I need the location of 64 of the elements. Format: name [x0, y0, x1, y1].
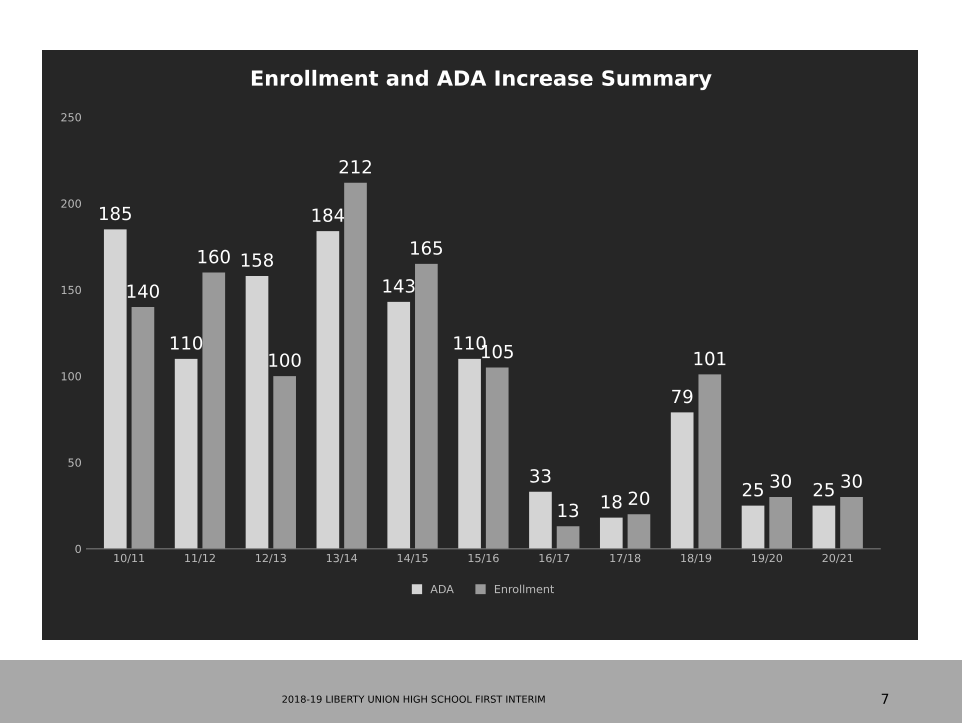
data-label: 20 — [628, 492, 650, 506]
text: 2018-19 LIBERTY UNION HIGH SCHOOL FIRST INTERIM — [282, 695, 545, 703]
bar — [529, 492, 552, 549]
x-tick-label: 18/19 — [681, 554, 712, 564]
y-tick-label: 100 — [62, 372, 81, 380]
data-label: 79 — [672, 390, 692, 404]
x-tick-label: 10/11 — [114, 554, 144, 564]
bar — [769, 496, 792, 549]
data-label: 33 — [530, 469, 550, 483]
bar — [273, 376, 296, 549]
data-label: 143 — [383, 279, 415, 293]
y-tick-label: 0 — [75, 544, 81, 554]
bar — [812, 506, 836, 549]
bar — [486, 367, 509, 549]
y-tick-label: 150 — [62, 286, 81, 294]
bar — [742, 506, 764, 549]
y-tick-label: 250 — [61, 113, 81, 122]
x-tick-label: 19/20 — [752, 554, 782, 564]
bar — [202, 272, 226, 549]
data-label: 140 — [128, 284, 159, 298]
bar — [556, 526, 580, 549]
data-label: 30 — [841, 474, 862, 488]
bar — [246, 276, 268, 549]
data-label: 30 — [770, 474, 791, 488]
x-tick-label: 14/15 — [398, 554, 428, 564]
bar — [628, 514, 650, 549]
data-label: 100 — [269, 353, 301, 368]
data-label: 101 — [694, 352, 726, 366]
bar — [387, 302, 410, 549]
x-tick-label: 13/14 — [326, 554, 358, 564]
bar — [670, 412, 694, 549]
legend-label: ADA — [430, 584, 454, 594]
bar — [344, 182, 367, 549]
data-label: 25 — [742, 482, 763, 497]
x-tick-label: 15/16 — [468, 554, 499, 564]
data-label: 13 — [558, 504, 578, 518]
data-label: 158 — [242, 253, 273, 267]
data-label: 165 — [411, 241, 442, 255]
bar — [132, 307, 154, 549]
data-label: 160 — [198, 250, 230, 264]
x-tick-label: 11/12 — [185, 554, 215, 564]
chart-title: Enrollment and ADA Increase Summary — [252, 70, 712, 90]
bar — [104, 229, 127, 549]
bar — [415, 264, 438, 549]
bar — [600, 518, 623, 549]
data-label: 25 — [814, 482, 834, 497]
bar — [840, 496, 863, 549]
data-label: 184 — [312, 208, 344, 222]
bar — [174, 358, 198, 549]
x-tick-label: 20/21 — [822, 554, 853, 564]
bar — [316, 231, 340, 549]
y-tick-label: 200 — [61, 199, 81, 208]
x-tick-label: 16/17 — [539, 554, 570, 564]
data-label: 110 — [170, 336, 202, 350]
bar — [698, 374, 722, 549]
bar — [458, 358, 481, 549]
x-tick-label: 12/13 — [256, 554, 286, 564]
legend-label: Enrollment — [494, 584, 554, 594]
data-label: 185 — [100, 206, 131, 220]
data-label: 212 — [340, 160, 371, 174]
data-label: 18 — [602, 494, 622, 509]
x-tick-label: 17/18 — [610, 554, 640, 564]
y-tick-label: 50 — [68, 458, 81, 467]
text: 7 — [882, 694, 888, 704]
